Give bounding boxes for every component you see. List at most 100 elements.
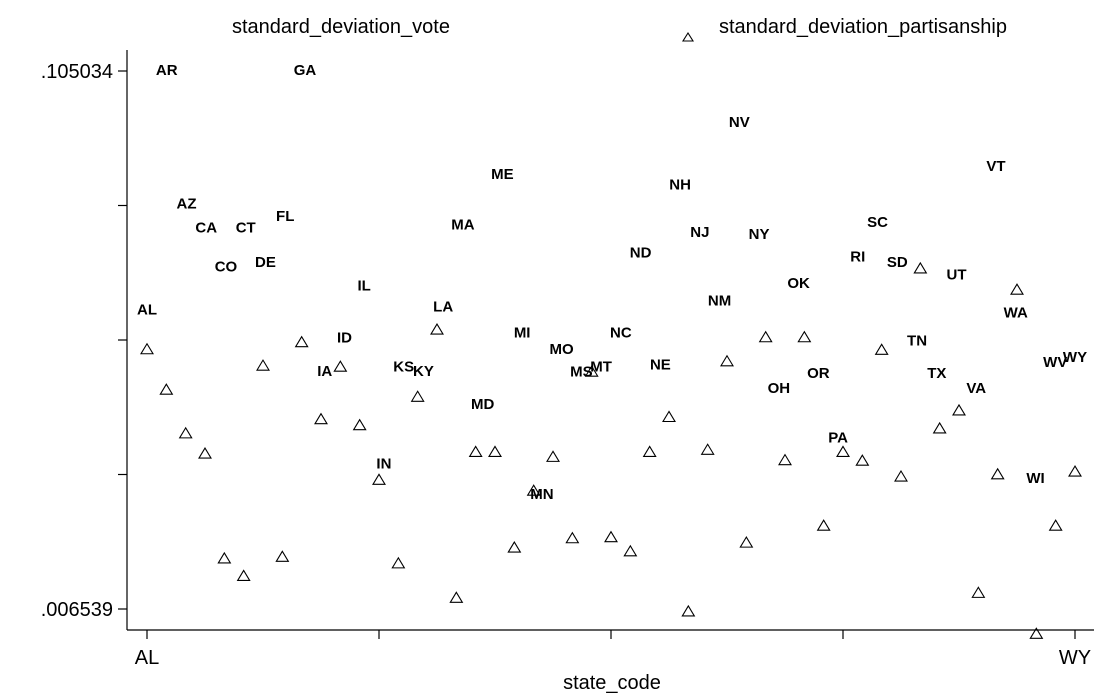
vote-point-label: KS [393, 359, 414, 376]
vote-point-label: ME [491, 166, 514, 183]
vote-point-label: SD [887, 254, 908, 271]
vote-point-label: CO [215, 259, 238, 276]
vote-point-label: OH [768, 380, 791, 397]
partisanship-point [236, 569, 251, 581]
partisanship-point [1010, 283, 1024, 295]
partisanship-point [217, 551, 232, 564]
partisanship-point [294, 335, 309, 348]
partisanship-point [1029, 627, 1044, 639]
partisanship-point [256, 359, 270, 371]
vote-point-label: CT [236, 219, 256, 236]
partisanship-point [662, 410, 676, 423]
partisanship-point [894, 469, 908, 482]
partisanship-point [449, 591, 464, 603]
vote-point-label: MN [530, 486, 553, 503]
y-tick-label: .006539 [41, 599, 113, 621]
vote-point-label: MA [451, 217, 474, 234]
partisanship-point [642, 445, 657, 457]
vote-point-label: NV [729, 114, 750, 131]
vote-point-label: WI [1026, 470, 1044, 487]
vote-point-label: CA [195, 219, 217, 236]
vote-point-label: TX [927, 365, 946, 382]
partisanship-point [952, 403, 966, 416]
partisanship-point [604, 530, 618, 543]
vote-point-label: RI [850, 248, 865, 265]
partisanship-point [159, 383, 174, 395]
legend-label-partisanship: standard_deviation_partisanship [719, 16, 1007, 38]
vote-point-label: PA [828, 430, 848, 447]
legend: standard_deviation_vote standard_deviati… [232, 16, 1007, 42]
partisanship-point [198, 447, 212, 459]
vote-point-label: DE [255, 254, 276, 271]
vote-point-label: WA [1004, 305, 1028, 322]
vote-point-label: GA [294, 62, 317, 79]
x-axis-title: state_code [563, 672, 661, 694]
partisanship-point [797, 330, 812, 343]
vote-point-label: IL [358, 277, 371, 294]
vote-point-label: MT [590, 359, 612, 376]
vote-point-label: AL [137, 301, 157, 318]
partisanship-point [739, 536, 754, 548]
partisanship-point [546, 450, 560, 462]
partisanship-point [430, 323, 444, 335]
partisanship-point [1048, 519, 1063, 531]
vote-point-label: VT [986, 158, 1005, 175]
vote-point-label: AR [156, 62, 178, 79]
vote-point-label: FL [276, 208, 294, 225]
partisanship-point [468, 445, 483, 457]
x-axis: AL WY [127, 629, 1094, 669]
vote-point-label: MS [570, 364, 593, 381]
partisanship-point [275, 550, 290, 562]
y-axis: .105034 .006539 [41, 50, 128, 630]
partisanship-point [700, 443, 715, 455]
vote-point-label: VA [966, 380, 986, 397]
vote-point-label: TN [907, 332, 927, 349]
vote-point-label: NM [708, 293, 731, 310]
vote-point-label: OR [807, 365, 830, 382]
vote-point-label: WV [1043, 354, 1067, 371]
partisanship-point [333, 360, 348, 372]
partisanship-point [758, 330, 773, 343]
vote-point-label: ID [337, 330, 352, 347]
vote-point-label: IN [376, 455, 391, 472]
vote-point-label: NY [749, 226, 770, 243]
partisanship-point [565, 531, 580, 544]
partisanship-point [836, 445, 850, 457]
partisanship-point [778, 453, 792, 466]
vote-point-label: MD [471, 396, 494, 413]
vote-point-label: LA [433, 299, 453, 316]
vote-point-label: MI [514, 324, 531, 341]
partisanship-point [720, 354, 734, 367]
partisanship-point [990, 467, 1005, 480]
partisanship-point [816, 519, 831, 531]
partisanship-point [314, 412, 328, 425]
partisanship-point [1068, 465, 1082, 477]
vote-point-label: OK [787, 275, 810, 292]
vote-point-label: NH [669, 176, 691, 193]
partisanship-point [623, 544, 638, 557]
vote-point-label: KY [413, 363, 434, 380]
partisanship-point [372, 473, 386, 485]
y-tick-label: .105034 [41, 61, 113, 83]
vote-point-label: UT [947, 266, 967, 283]
legend-triangle-icon [682, 31, 694, 42]
partisanship-point [681, 604, 696, 617]
partisanship-point [507, 540, 522, 553]
partisanship-point [913, 261, 928, 274]
vote-point-label: NJ [690, 224, 709, 241]
vote-point-label: ND [630, 245, 652, 262]
legend-label-vote: standard_deviation_vote [232, 16, 450, 38]
partisanship-point [140, 342, 154, 355]
partisanship-point [352, 418, 367, 431]
vote-point-label: SC [867, 214, 888, 231]
partisanship-point [874, 343, 889, 355]
partisanship-point [855, 454, 870, 466]
vote-point-label: NC [610, 324, 632, 341]
partisanship-point [391, 556, 406, 569]
partisanship-point [488, 445, 502, 457]
x-tick-label: AL [135, 647, 159, 669]
partisanship-point [178, 426, 193, 439]
series-partisanship [140, 261, 1082, 639]
